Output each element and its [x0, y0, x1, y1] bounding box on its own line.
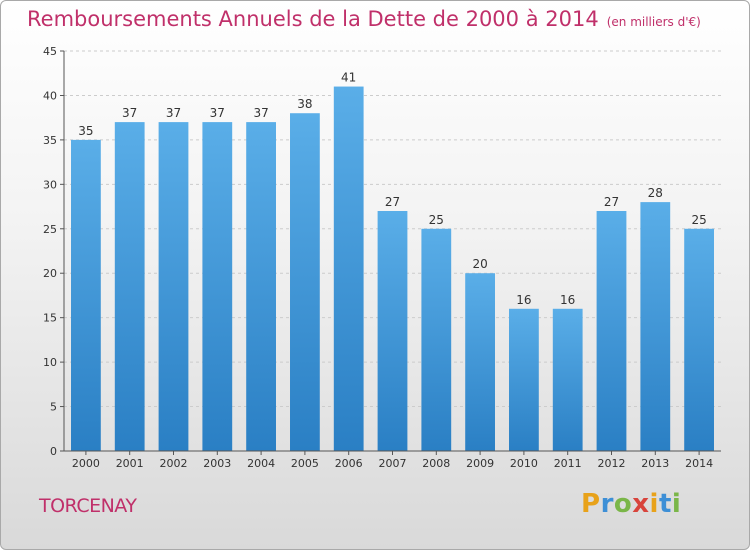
data-label: 25	[691, 213, 706, 227]
x-tick-label: 2004	[247, 457, 275, 470]
bar	[114, 122, 145, 451]
y-tick-label: 15	[43, 312, 57, 325]
data-label: 25	[429, 213, 444, 227]
labels: 35 37 37 37 37 38 41 27 25 20 16 16 27 28 25	[78, 71, 706, 307]
data-label: 37	[122, 106, 137, 120]
data-label: 27	[604, 195, 619, 209]
bar	[596, 211, 627, 451]
x-tick-label: 2006	[335, 457, 363, 470]
x-tick-label: 2010	[510, 457, 538, 470]
y-tick-label: 30	[43, 178, 57, 191]
data-label: 28	[648, 186, 663, 200]
bar	[158, 122, 189, 451]
bar	[246, 122, 276, 451]
title-text: Remboursements Annuels de la Dette de 20…	[27, 7, 599, 31]
bar	[465, 273, 495, 451]
bar	[333, 86, 364, 452]
bar	[640, 202, 671, 451]
y-tick-label: 20	[43, 267, 57, 280]
y-tick-label: 40	[43, 89, 57, 102]
data-label: 20	[472, 257, 487, 271]
data-label: 27	[385, 195, 400, 209]
x-tick-label: 2005	[291, 457, 319, 470]
bars	[71, 86, 714, 452]
data-label: 38	[297, 97, 312, 111]
y-tick-label: 35	[43, 134, 57, 147]
chart-title: Remboursements Annuels de la Dette de 20…	[27, 7, 701, 31]
data-label: 41	[341, 71, 356, 85]
y-tick-label: 0	[50, 445, 57, 458]
data-label: 35	[78, 124, 93, 138]
data-label: 16	[516, 293, 531, 307]
data-label: 16	[560, 293, 575, 307]
x-tick-label: 2014	[685, 457, 713, 470]
proxiti-logo: Proxiti	[581, 489, 682, 519]
x-tick-label: 2001	[116, 457, 144, 470]
x-tick-label: 2008	[422, 457, 450, 470]
x-tick-label: 2002	[160, 457, 188, 470]
y-tick-label: 45	[43, 45, 57, 58]
x-tick-label: 2013	[641, 457, 669, 470]
x-tick-label: 2011	[554, 457, 582, 470]
bar	[71, 139, 101, 451]
commune-name: TORCENAY	[39, 495, 137, 517]
x-tick-label: 2007	[379, 457, 407, 470]
bar	[684, 228, 714, 451]
y-tick-label: 5	[50, 401, 57, 414]
data-label: 37	[166, 106, 181, 120]
data-label: 37	[253, 106, 268, 120]
x-tick-label: 2009	[466, 457, 494, 470]
x-tick-label: 2003	[203, 457, 231, 470]
data-label: 37	[210, 106, 225, 120]
unit-note: (en milliers d'€)	[606, 15, 701, 29]
bar	[290, 113, 320, 451]
bar	[552, 308, 583, 451]
x-tick-label: 2012	[598, 457, 626, 470]
x-tick-label: 2000	[72, 457, 100, 470]
bar	[421, 228, 452, 451]
bar	[509, 308, 539, 451]
bar	[377, 211, 408, 451]
bar	[202, 122, 233, 451]
axes: 0 5 10 15 20 25 30 35 40 45 2000 2001 2002 2003 2004 20…	[43, 45, 721, 470]
y-tick-label: 10	[43, 356, 57, 369]
y-tick-label: 25	[43, 223, 57, 236]
